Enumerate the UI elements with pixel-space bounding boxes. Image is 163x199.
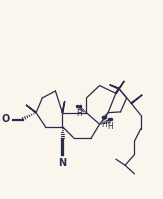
Polygon shape: [62, 101, 65, 113]
Text: H: H: [76, 109, 82, 118]
Text: N: N: [58, 158, 67, 168]
Text: O: O: [1, 114, 9, 124]
Text: H: H: [107, 122, 113, 131]
Polygon shape: [115, 81, 124, 94]
Polygon shape: [26, 105, 36, 113]
Polygon shape: [110, 85, 119, 89]
Text: H: H: [101, 120, 107, 129]
Polygon shape: [131, 95, 142, 104]
